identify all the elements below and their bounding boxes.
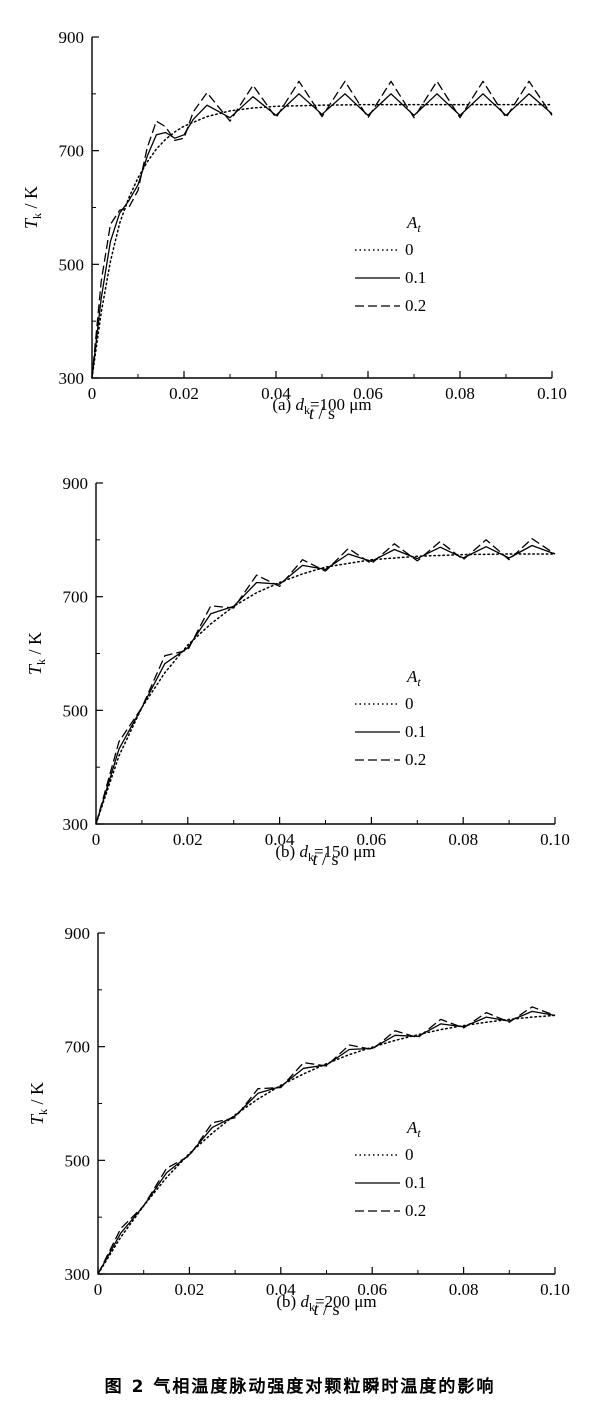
legend-entry: 0 bbox=[405, 694, 414, 713]
y-tick-label: 300 bbox=[63, 815, 89, 834]
y-tick-label: 300 bbox=[59, 369, 85, 388]
y-axis-label: Tk / K bbox=[21, 186, 44, 229]
x-tick-label: 0.02 bbox=[173, 830, 203, 849]
legend: At 0 0.1 0.2 bbox=[355, 667, 426, 769]
y-tick-label: 500 bbox=[63, 701, 89, 720]
x-tick-label: 0.10 bbox=[540, 1280, 570, 1299]
y-tick-label: 500 bbox=[65, 1151, 91, 1170]
legend-entry: 0.1 bbox=[405, 722, 426, 741]
legend-entry: 0.2 bbox=[405, 750, 426, 769]
x-tick-label: 0 bbox=[88, 384, 97, 403]
x-tick-label: 0.10 bbox=[537, 384, 567, 403]
y-tick-label: 900 bbox=[59, 28, 85, 47]
y-tick-label: 700 bbox=[63, 588, 89, 607]
panel-caption: (b) dk=200 μm bbox=[276, 1292, 376, 1314]
series-line-dotted bbox=[91, 103, 553, 379]
x-tick-label: 0 bbox=[92, 830, 101, 849]
legend-entry: 0.1 bbox=[405, 268, 426, 287]
y-tick-label: 700 bbox=[59, 142, 85, 161]
legend-title: At bbox=[406, 667, 421, 689]
series-line-solid bbox=[97, 1010, 556, 1275]
x-tick-label: 0.08 bbox=[445, 384, 475, 403]
series-line-dotted bbox=[97, 1014, 556, 1275]
panel-caption: (a) dk=100 μm bbox=[272, 395, 371, 417]
y-tick-label: 900 bbox=[63, 474, 89, 493]
series-line-dashed bbox=[91, 80, 553, 379]
x-tick-label: 0.06 bbox=[357, 830, 387, 849]
series-line-dashed bbox=[95, 538, 556, 825]
x-tick-label: 0.04 bbox=[261, 384, 291, 403]
series-line-solid bbox=[91, 93, 553, 379]
legend-title: At bbox=[406, 1118, 421, 1140]
series-line-dotted bbox=[95, 553, 556, 825]
x-tick-label: 0.10 bbox=[540, 830, 570, 849]
y-tick-label: 900 bbox=[65, 924, 91, 943]
panel-caption: (b) dk=150 μm bbox=[275, 842, 375, 864]
x-tick-label: 0.02 bbox=[175, 1280, 205, 1299]
x-tick-label: 0 bbox=[94, 1280, 103, 1299]
x-tick-label: 0.08 bbox=[448, 830, 478, 849]
y-tick-label: 500 bbox=[59, 255, 85, 274]
x-tick-label: 0.04 bbox=[265, 830, 295, 849]
y-tick-label: 300 bbox=[65, 1265, 91, 1284]
x-axis-label: t / s bbox=[309, 403, 335, 423]
legend-entry: 0 bbox=[405, 1145, 414, 1164]
x-axis-label: t / s bbox=[313, 1299, 339, 1319]
figure-caption: 图 2 气相温度脉动强度对颗粒瞬时温度的影响 bbox=[104, 1377, 496, 1397]
series-line-dashed bbox=[97, 1006, 556, 1275]
legend-entry: 0.1 bbox=[405, 1173, 426, 1192]
x-tick-label: 0.06 bbox=[353, 384, 383, 403]
legend-entry: 0 bbox=[405, 240, 414, 259]
x-tick-label: 0.08 bbox=[449, 1280, 479, 1299]
y-axis-label: Tk / K bbox=[27, 1082, 50, 1125]
legend: At 0 0.1 0.2 bbox=[355, 213, 426, 315]
legend: At 0 0.1 0.2 bbox=[355, 1118, 426, 1220]
legend-entry: 0.2 bbox=[405, 296, 426, 315]
x-tick-label: 0.02 bbox=[169, 384, 199, 403]
y-tick-label: 700 bbox=[65, 1038, 91, 1057]
y-axis-label: Tk / K bbox=[25, 632, 48, 675]
legend-entry: 0.2 bbox=[405, 1201, 426, 1220]
series-line-solid bbox=[95, 544, 556, 825]
x-tick-label: 0.04 bbox=[266, 1280, 296, 1299]
x-tick-label: 0.06 bbox=[357, 1280, 387, 1299]
legend-title: At bbox=[406, 213, 421, 235]
x-axis-label: t / s bbox=[312, 849, 338, 869]
